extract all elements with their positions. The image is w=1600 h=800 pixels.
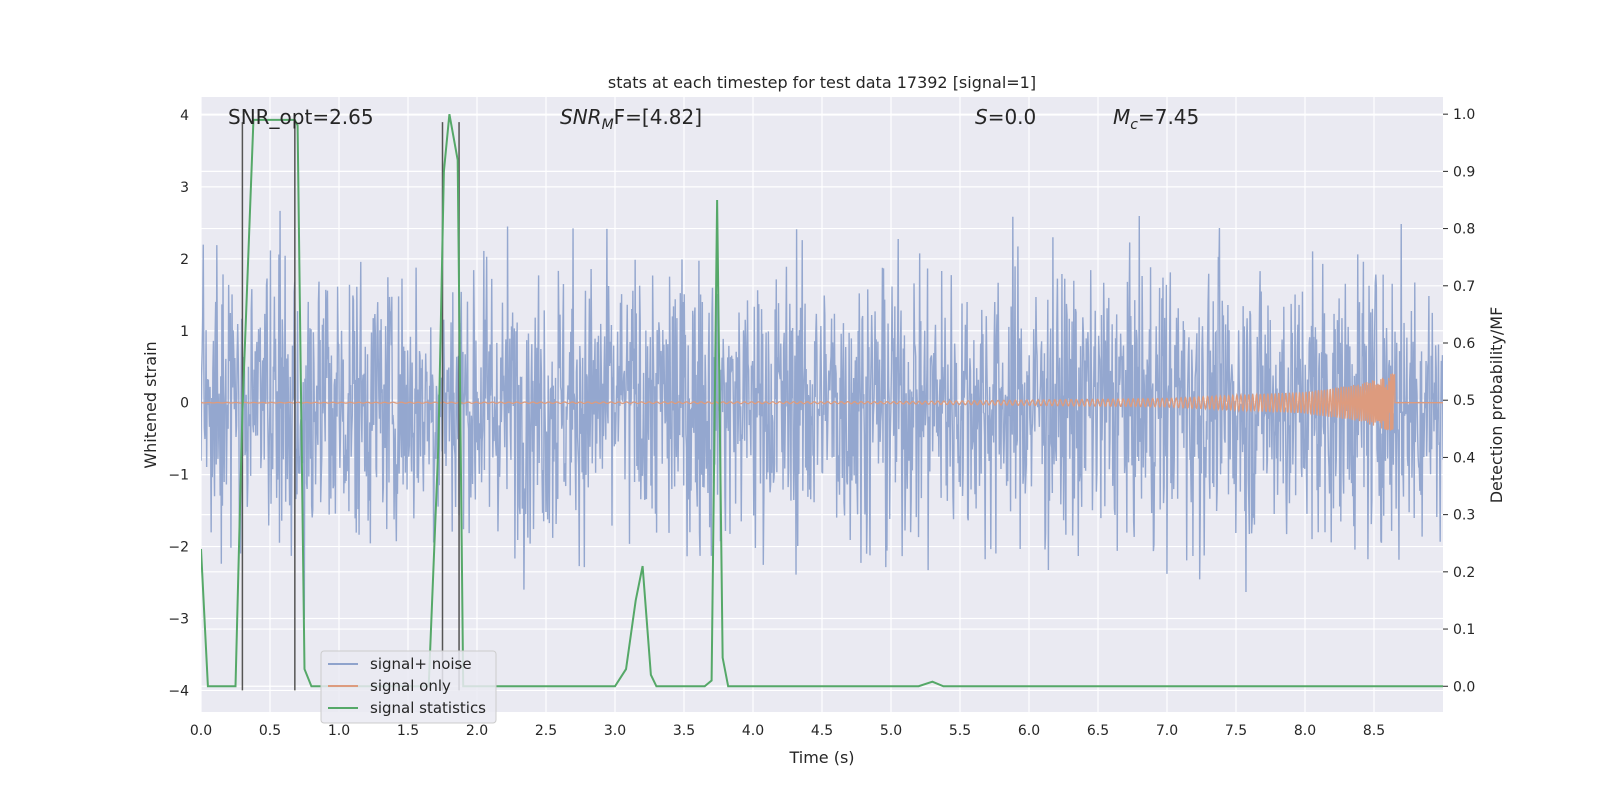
y-left-axis-label: Whitened strain (141, 341, 160, 468)
y-left-tick-label: −4 (168, 683, 189, 699)
y-right-tick-labels: 1.0 0.9 0.8 0.7 0.6 0.5 0.4 0.3 0.2 0.1 0.0 (1443, 107, 1475, 695)
y-right-tick-label: 0.7 (1453, 279, 1475, 295)
line-signal-only (201, 373, 1443, 431)
x-tick-label: 4.0 (742, 723, 764, 739)
x-tick-label: 0.0 (190, 723, 212, 739)
y-left-tick-label: 3 (180, 180, 189, 196)
line-signal-noise (201, 210, 1443, 620)
x-tick-label: 0.5 (259, 723, 281, 739)
x-tick-label: 6.0 (1018, 723, 1040, 739)
x-tick-label: 8.5 (1363, 723, 1385, 739)
annotation-mc: Mc=7.45 (1113, 105, 1199, 133)
line-signal-statistics (201, 113, 1443, 688)
y-right-axis-label: Detection probability/MF (1487, 307, 1506, 504)
x-tick-label: 1.5 (397, 723, 419, 739)
x-tick-label: 3.0 (604, 723, 626, 739)
y-right-tick-label: 0.6 (1453, 336, 1475, 352)
y-left-tick-label: −1 (168, 468, 189, 484)
y-right-tick-label: 0.4 (1453, 450, 1475, 466)
y-right-tick-label: 0.1 (1453, 622, 1475, 638)
y-left-tick-label: 1 (180, 324, 189, 340)
y-left-tick-label: 2 (180, 252, 189, 268)
x-tick-label: 8.0 (1294, 723, 1316, 739)
x-tick-label: 3.5 (673, 723, 695, 739)
y-left-tick-label: −2 (168, 540, 189, 556)
x-tick-label: 2.5 (535, 723, 557, 739)
annotation-snr-mf: SNRMF=[4.82] (560, 105, 702, 133)
y-left-tick-labels: 4 3 2 1 0 −1 −2 −3 −4 (168, 108, 189, 699)
y-left-tick-label: −3 (168, 611, 189, 627)
legend-label-signal-noise: signal+ noise (370, 655, 472, 673)
x-tick-label: 6.5 (1087, 723, 1109, 739)
series-signal-only (201, 373, 1443, 431)
series-signal-statistics (201, 113, 1443, 688)
annotation-snr-opt: SNR_opt=2.65 (228, 105, 374, 129)
x-axis-label: Time (s) (788, 748, 854, 767)
y-left-tick-label: 4 (180, 108, 189, 124)
x-tick-label: 4.5 (811, 723, 833, 739)
legend-label-signal-only: signal only (370, 677, 451, 695)
y-right-tick-label: 0.2 (1453, 565, 1475, 581)
y-right-tick-label: 0.8 (1453, 222, 1475, 238)
y-right-tick-label: 1.0 (1453, 107, 1475, 123)
x-tick-label: 1.0 (328, 723, 350, 739)
y-right-tick-label: 0.0 (1453, 679, 1475, 695)
y-right-tick-label: 0.5 (1453, 393, 1475, 409)
x-tick-label: 7.0 (1156, 723, 1178, 739)
legend: signal+ noise signal only signal statist… (320, 650, 497, 724)
x-tick-label: 5.0 (880, 723, 902, 739)
x-tick-label: 2.0 (466, 723, 488, 739)
annotation-s: S=0.0 (975, 105, 1036, 129)
x-tick-labels: 0.0 0.5 1.0 1.5 2.0 2.5 3.0 3.5 4.0 4.5 5.0 5.5 6.0 6… (190, 723, 1385, 739)
legend-box (320, 650, 497, 724)
y-right-tick-label: 0.3 (1453, 508, 1475, 524)
legend-label-signal-statistics: signal statistics (370, 699, 486, 717)
series-signal-noise (201, 210, 1443, 620)
y-left-tick-label: 0 (180, 396, 189, 412)
x-tick-label: 5.5 (949, 723, 971, 739)
chart-title: stats at each timestep for test data 173… (608, 73, 1036, 92)
y-right-tick-label: 0.9 (1453, 164, 1475, 180)
x-tick-label: 7.5 (1225, 723, 1247, 739)
